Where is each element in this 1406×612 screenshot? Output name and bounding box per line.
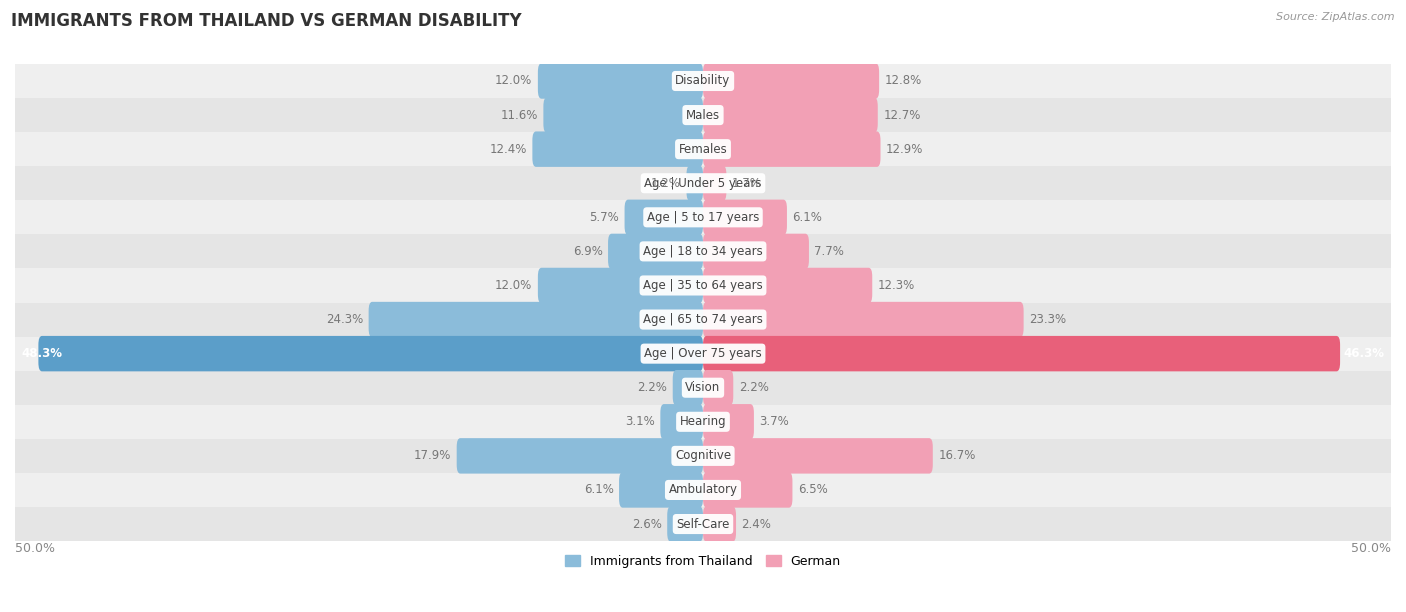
Text: Source: ZipAtlas.com: Source: ZipAtlas.com	[1277, 12, 1395, 22]
FancyBboxPatch shape	[661, 404, 703, 439]
Text: Hearing: Hearing	[679, 416, 727, 428]
Text: 1.7%: 1.7%	[733, 177, 762, 190]
FancyBboxPatch shape	[703, 132, 880, 167]
Text: 2.2%: 2.2%	[738, 381, 769, 394]
Bar	[15, 473, 1391, 507]
FancyBboxPatch shape	[703, 165, 727, 201]
FancyBboxPatch shape	[703, 234, 808, 269]
Text: 6.9%: 6.9%	[572, 245, 603, 258]
Text: 50.0%: 50.0%	[15, 542, 55, 554]
FancyBboxPatch shape	[538, 63, 703, 99]
FancyBboxPatch shape	[703, 370, 734, 405]
Text: 2.2%: 2.2%	[637, 381, 668, 394]
Bar	[15, 269, 1391, 302]
FancyBboxPatch shape	[624, 200, 703, 235]
Text: 12.7%: 12.7%	[883, 108, 921, 122]
Text: Age | Under 5 years: Age | Under 5 years	[644, 177, 762, 190]
Bar	[15, 371, 1391, 405]
Bar	[15, 166, 1391, 200]
FancyBboxPatch shape	[686, 165, 703, 201]
Text: Self-Care: Self-Care	[676, 518, 730, 531]
Text: Age | Over 75 years: Age | Over 75 years	[644, 347, 762, 360]
Text: Age | 18 to 34 years: Age | 18 to 34 years	[643, 245, 763, 258]
FancyBboxPatch shape	[668, 506, 703, 542]
Bar	[15, 234, 1391, 269]
Text: 16.7%: 16.7%	[938, 449, 976, 463]
Text: Age | 5 to 17 years: Age | 5 to 17 years	[647, 211, 759, 224]
Text: 24.3%: 24.3%	[326, 313, 363, 326]
Text: 12.9%: 12.9%	[886, 143, 924, 155]
Bar	[15, 507, 1391, 541]
Bar	[15, 405, 1391, 439]
Text: 3.1%: 3.1%	[626, 416, 655, 428]
Bar	[15, 439, 1391, 473]
Text: Females: Females	[679, 143, 727, 155]
FancyBboxPatch shape	[703, 438, 932, 474]
Text: Age | 35 to 64 years: Age | 35 to 64 years	[643, 279, 763, 292]
Text: 46.3%: 46.3%	[1343, 347, 1384, 360]
Text: Disability: Disability	[675, 75, 731, 88]
Legend: Immigrants from Thailand, German: Immigrants from Thailand, German	[561, 550, 845, 573]
FancyBboxPatch shape	[672, 370, 703, 405]
FancyBboxPatch shape	[538, 268, 703, 303]
Text: Males: Males	[686, 108, 720, 122]
Text: 50.0%: 50.0%	[1351, 542, 1391, 554]
Text: 12.3%: 12.3%	[877, 279, 915, 292]
Text: 12.4%: 12.4%	[489, 143, 527, 155]
Text: 23.3%: 23.3%	[1029, 313, 1066, 326]
FancyBboxPatch shape	[38, 336, 703, 371]
Text: 6.1%: 6.1%	[793, 211, 823, 224]
Text: Cognitive: Cognitive	[675, 449, 731, 463]
Text: 6.1%: 6.1%	[583, 483, 613, 496]
Text: Vision: Vision	[685, 381, 721, 394]
Text: 3.7%: 3.7%	[759, 416, 789, 428]
FancyBboxPatch shape	[619, 472, 703, 508]
Text: Age | 65 to 74 years: Age | 65 to 74 years	[643, 313, 763, 326]
Text: 48.3%: 48.3%	[22, 347, 63, 360]
FancyBboxPatch shape	[703, 200, 787, 235]
Text: 11.6%: 11.6%	[501, 108, 538, 122]
FancyBboxPatch shape	[703, 336, 1340, 371]
Text: 12.0%: 12.0%	[495, 75, 533, 88]
Text: 2.6%: 2.6%	[631, 518, 662, 531]
Text: Ambulatory: Ambulatory	[668, 483, 738, 496]
Bar	[15, 337, 1391, 371]
FancyBboxPatch shape	[533, 132, 703, 167]
FancyBboxPatch shape	[703, 268, 872, 303]
Bar	[15, 132, 1391, 166]
Text: IMMIGRANTS FROM THAILAND VS GERMAN DISABILITY: IMMIGRANTS FROM THAILAND VS GERMAN DISAB…	[11, 12, 522, 30]
Text: 2.4%: 2.4%	[741, 518, 772, 531]
FancyBboxPatch shape	[703, 472, 793, 508]
Text: 5.7%: 5.7%	[589, 211, 619, 224]
FancyBboxPatch shape	[703, 97, 877, 133]
FancyBboxPatch shape	[607, 234, 703, 269]
FancyBboxPatch shape	[457, 438, 703, 474]
Text: 1.2%: 1.2%	[651, 177, 681, 190]
FancyBboxPatch shape	[703, 63, 879, 99]
FancyBboxPatch shape	[703, 506, 735, 542]
FancyBboxPatch shape	[368, 302, 703, 337]
Text: 12.0%: 12.0%	[495, 279, 533, 292]
Bar	[15, 64, 1391, 98]
FancyBboxPatch shape	[703, 302, 1024, 337]
Bar	[15, 200, 1391, 234]
Text: 6.5%: 6.5%	[799, 483, 828, 496]
Bar	[15, 302, 1391, 337]
Text: 12.8%: 12.8%	[884, 75, 922, 88]
FancyBboxPatch shape	[703, 404, 754, 439]
Text: 17.9%: 17.9%	[413, 449, 451, 463]
FancyBboxPatch shape	[543, 97, 703, 133]
Bar	[15, 98, 1391, 132]
Text: 7.7%: 7.7%	[814, 245, 845, 258]
